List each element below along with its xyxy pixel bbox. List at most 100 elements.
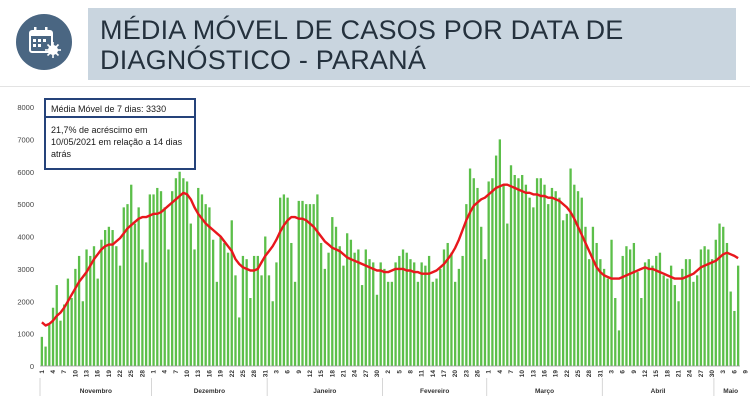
bar (420, 262, 423, 366)
bar (476, 187, 479, 366)
bar (487, 181, 490, 366)
bar (506, 223, 509, 366)
moving-average-line (41, 183, 739, 327)
y-tick-label: 4000 (17, 233, 34, 242)
bar (163, 207, 166, 366)
day-tick-label: 6 (620, 370, 627, 374)
bar (573, 184, 576, 366)
day-tick-label: 9 (296, 370, 303, 374)
bar (669, 265, 673, 366)
day-tick-label: 27 (698, 370, 705, 378)
bar (316, 194, 319, 366)
bar (301, 200, 304, 366)
bar (398, 255, 401, 366)
bar (379, 262, 382, 366)
bar (651, 265, 654, 366)
bar (636, 272, 639, 366)
day-tick-label: 5 (396, 370, 403, 374)
day-tick-label: 1 (486, 370, 493, 374)
day-tick-label: 17 (441, 370, 448, 378)
bar (219, 236, 222, 366)
bar (226, 252, 230, 366)
bar (699, 249, 703, 366)
month-label: Janeiro (313, 388, 336, 395)
bar (100, 239, 103, 366)
day-tick-label: 27 (363, 370, 370, 378)
bar (588, 259, 591, 366)
bar (144, 262, 148, 366)
day-tick-label: 7 (173, 370, 180, 374)
bar (681, 268, 684, 366)
bar (442, 249, 446, 366)
bar (234, 275, 237, 366)
bar (632, 242, 636, 366)
bar (491, 178, 494, 366)
day-tick-label: 16 (542, 370, 549, 378)
day-tick-label: 1 (39, 370, 46, 374)
bar (558, 197, 561, 366)
bar (733, 310, 736, 366)
month-label: Maio (723, 388, 738, 395)
month-label: Novembro (80, 388, 112, 395)
bar (599, 259, 602, 366)
bar (279, 197, 282, 366)
day-tick-label: 30 (374, 370, 381, 378)
bar (85, 249, 88, 366)
bar (554, 191, 557, 366)
bar (450, 252, 453, 366)
bar (602, 268, 606, 366)
bar (468, 168, 472, 366)
month-label: Fevereiro (420, 388, 449, 395)
y-tick-label: 8000 (17, 103, 34, 112)
bar (509, 165, 513, 366)
bar (647, 259, 650, 366)
bar (323, 268, 326, 366)
bar (70, 298, 73, 366)
day-tick-label: 24 (687, 370, 694, 378)
bar (658, 252, 662, 366)
y-tick-label: 1000 (17, 330, 34, 339)
bar (293, 281, 297, 366)
bar (413, 262, 416, 366)
title-banner: MÉDIA MÓVEL DE CASOS POR DATA DE DIAGNÓS… (88, 8, 736, 80)
bar (308, 204, 312, 366)
month-label: Abril (651, 388, 666, 395)
day-tick-label: 4 (50, 370, 57, 374)
day-tick-label: 9 (631, 370, 638, 374)
day-tick-label: 1 (151, 370, 158, 374)
day-tick-label: 22 (117, 370, 124, 378)
bar (539, 178, 542, 366)
bar (550, 187, 554, 366)
bar (591, 226, 595, 366)
bar (528, 197, 531, 366)
bar (394, 262, 397, 366)
bar (74, 268, 77, 366)
bar (286, 197, 289, 366)
bar (357, 249, 360, 366)
bar (264, 236, 267, 366)
day-tick-label: 8 (407, 370, 414, 374)
bar (197, 187, 200, 366)
bar (185, 181, 189, 366)
bar (267, 275, 271, 366)
bar (483, 259, 487, 366)
bar (688, 259, 691, 366)
bar (610, 239, 613, 366)
day-tick-label: 23 (463, 370, 470, 378)
bar (480, 226, 483, 366)
bar (383, 268, 386, 366)
y-tick-label: 2000 (17, 297, 34, 306)
bar (92, 246, 96, 366)
bar (535, 178, 539, 366)
day-tick-label: 22 (564, 370, 571, 378)
day-tick-label: 4 (497, 370, 504, 374)
bar (327, 252, 330, 366)
bar (629, 249, 632, 366)
bar (290, 242, 293, 366)
bar (454, 281, 457, 366)
day-tick-label: 10 (184, 370, 191, 378)
bar (211, 239, 215, 366)
bar (334, 226, 338, 366)
month-label: Dezembro (194, 388, 225, 395)
bar (271, 301, 274, 366)
